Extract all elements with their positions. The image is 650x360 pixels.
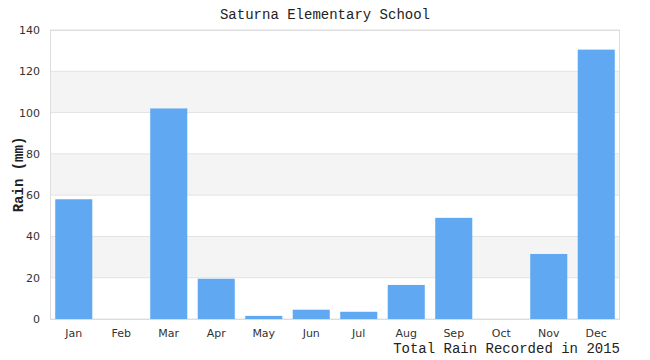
bar <box>578 50 615 319</box>
x-tick-label: Aug <box>396 327 417 340</box>
bar <box>198 279 235 319</box>
x-tick-label: Apr <box>207 327 227 340</box>
title: Saturna Elementary School <box>220 7 430 23</box>
y-tick-label: 100 <box>19 107 40 120</box>
grid-line <box>50 236 620 237</box>
y-tick-label: 80 <box>26 148 40 161</box>
chart-svg: 0 20 40 60 80 100 120 140 Jan Feb Mar Apr May Jun Jul A… <box>0 0 650 360</box>
plot-background <box>50 30 620 319</box>
x-tick-label: Feb <box>112 327 131 340</box>
x-tick-label: Dec <box>586 327 607 340</box>
bar <box>483 319 520 320</box>
bar <box>103 319 140 320</box>
bar <box>388 285 425 319</box>
bars <box>55 50 615 319</box>
bar <box>293 310 330 319</box>
y-tick-label: 40 <box>26 230 40 243</box>
x-tick-label: Mar <box>158 327 179 340</box>
grid-line <box>50 112 620 113</box>
grid-band <box>50 154 620 195</box>
grid-line <box>50 153 620 154</box>
bar <box>150 108 187 319</box>
bar <box>55 199 92 319</box>
y-tick-label: 20 <box>26 272 40 285</box>
grid-band <box>50 71 620 112</box>
grid-line <box>50 195 620 196</box>
y-tick-label: 60 <box>26 189 40 202</box>
x-tick-label: Jan <box>64 327 82 340</box>
x-axis-label: Total Rain Recorded in 2015 <box>393 341 620 357</box>
x-tick-label: May <box>252 327 275 340</box>
chart: 0 20 40 60 80 100 120 140 Jan Feb Mar Apr May Jun Jul A… <box>0 0 650 360</box>
y-tick-label: 120 <box>19 65 40 78</box>
grid-line <box>50 71 620 72</box>
x-tick-label: Oct <box>492 327 512 340</box>
x-tick-label: Nov <box>538 327 560 340</box>
y-tick-label: 0 <box>33 313 40 326</box>
x-tick-label: Jul <box>351 327 365 340</box>
bar <box>435 218 472 319</box>
y-tick-label: 140 <box>19 24 40 37</box>
bar <box>340 312 377 319</box>
bar <box>245 316 282 319</box>
y-axis-label: Rain (mm) <box>11 137 27 213</box>
bar <box>530 254 567 319</box>
x-tick-label: Sep <box>443 327 464 340</box>
x-tick-label: Jun <box>302 327 320 340</box>
plot-frame <box>51 31 620 320</box>
